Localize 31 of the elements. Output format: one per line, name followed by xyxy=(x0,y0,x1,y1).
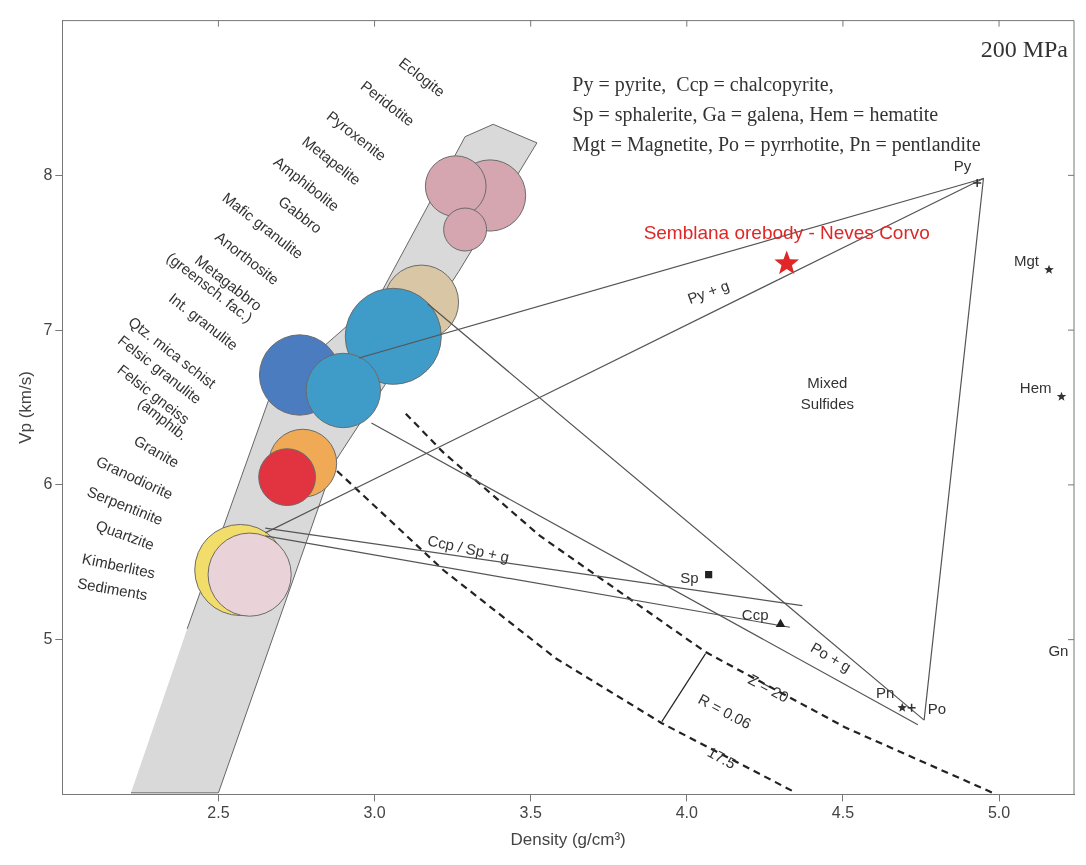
y-tick-label: 5 xyxy=(43,630,53,648)
y-tick-label: 8 xyxy=(43,165,53,183)
series-label: Hem xyxy=(1019,378,1052,396)
x-tick-label: 3.5 xyxy=(519,804,542,822)
annotation: Sp = sphalerite, Ga = galena, Hem = hematite xyxy=(572,102,939,126)
y-tick-label: 7 xyxy=(43,320,53,338)
series-label: Semblana orebody - Neves Corvo xyxy=(643,221,930,243)
annotation: Gn xyxy=(1048,642,1069,660)
x-tick-label: 3.0 xyxy=(363,804,386,822)
series-label: Ccp xyxy=(741,606,769,624)
annotation: Sulfides xyxy=(800,394,855,412)
annotation: 200 MPa xyxy=(980,35,1069,62)
x-tick-label: 4.0 xyxy=(675,804,699,822)
x-tick-label: 2.5 xyxy=(207,804,230,822)
x-axis-title: Density (g/cm³) xyxy=(510,830,626,850)
annotation: Mixed xyxy=(807,374,848,392)
y-tick-label: 6 xyxy=(43,475,53,493)
x-tick-label: 5.0 xyxy=(987,804,1011,822)
series-label: Pn xyxy=(875,683,895,701)
annotation: Po + g xyxy=(807,638,855,676)
series-label: Mgt xyxy=(1014,251,1040,269)
y-axis-title: Vp (km/s) xyxy=(15,371,35,444)
annotation: Ccp / Sp + g xyxy=(426,531,511,566)
series-label: Py xyxy=(953,157,972,175)
annotation: 17.5 xyxy=(704,743,739,772)
annotation: Py + g xyxy=(685,276,732,308)
series-label: Sp xyxy=(680,568,699,586)
x-tick-label: 4.5 xyxy=(831,804,855,822)
annotation: Py = pyrite, Ccp = chalcopyrite, xyxy=(572,72,834,96)
annotation: Mgt = Magnetite, Po = pyrrhotite, Pn = pentlandite xyxy=(572,132,981,156)
series-label: Po xyxy=(927,699,946,717)
